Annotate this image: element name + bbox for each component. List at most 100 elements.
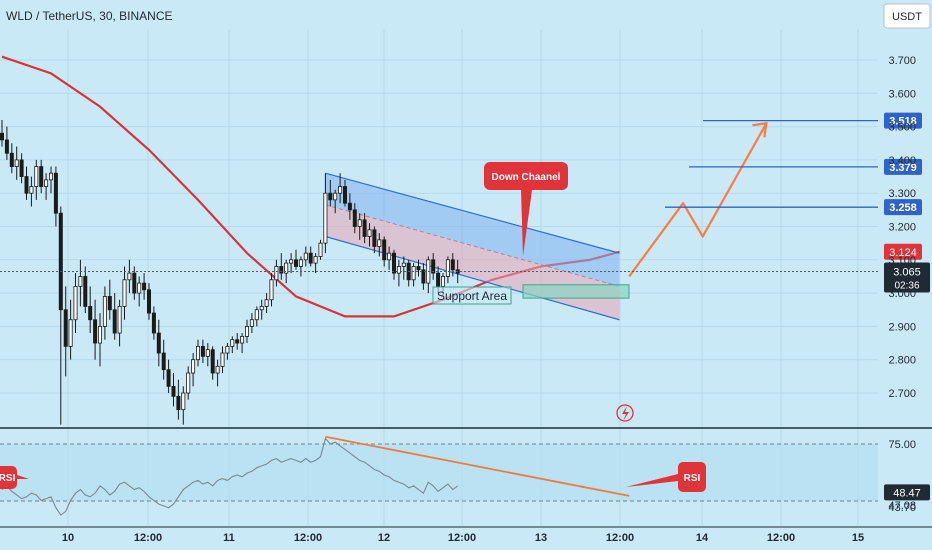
- candle-body: [244, 325, 249, 337]
- candle-body: [98, 325, 103, 344]
- candle-body: [357, 219, 362, 227]
- candle-body: [391, 252, 396, 274]
- candle: [249, 313, 254, 334]
- candle-body: [387, 252, 392, 261]
- candle: [9, 143, 14, 174]
- candle-body: [289, 259, 294, 264]
- ma-value-label: 3.124: [889, 247, 917, 259]
- ma-value-tag: [884, 243, 922, 260]
- rsi-y-tick-label: 75.00: [888, 439, 916, 451]
- candle-body: [39, 166, 44, 187]
- candle-body: [122, 279, 127, 307]
- candle-body: [29, 186, 34, 194]
- candle: [298, 256, 303, 277]
- candle-body: [382, 239, 387, 261]
- axis-layer: 3.700 3.600 3.500 3.400 3.300 3.200 3.100 3.000…: [0, 55, 932, 544]
- candle: [391, 249, 396, 280]
- candle: [73, 273, 78, 334]
- candle-body: [431, 259, 436, 274]
- candle-body: [421, 269, 426, 284]
- candle: [382, 236, 387, 267]
- rsi-legend-tag: [0, 466, 29, 489]
- candle: [215, 359, 220, 387]
- candle: [240, 333, 245, 354]
- candle-body: [318, 242, 323, 257]
- candle-body: [171, 385, 176, 397]
- candle-body: [0, 132, 4, 141]
- currency-button[interactable]: USDT: [883, 3, 931, 29]
- candle-body: [411, 266, 416, 281]
- y-tick-label: 3.000: [888, 288, 916, 300]
- candle-body: [225, 345, 230, 354]
- current-price-tag: [884, 262, 930, 293]
- candle-body: [210, 349, 215, 374]
- candle: [181, 386, 186, 425]
- candle-body: [372, 229, 377, 247]
- support-area-box: [522, 284, 630, 299]
- candle: [323, 173, 328, 254]
- x-tick-label: 15: [852, 532, 864, 544]
- candle-body: [176, 395, 181, 411]
- candle: [210, 346, 215, 380]
- candle-body: [308, 252, 313, 264]
- candle: [352, 203, 357, 234]
- candle-body: [73, 286, 78, 321]
- down-channel-callout: [484, 162, 568, 256]
- candle-body: [313, 256, 318, 264]
- candle-body: [293, 259, 298, 267]
- candle-body: [436, 272, 441, 287]
- candle-body: [186, 372, 191, 394]
- candle-body: [24, 176, 29, 194]
- target-level-tag: [884, 199, 922, 216]
- candle: [445, 256, 450, 284]
- y-tick-label: 3.700: [888, 55, 916, 67]
- candle-body: [205, 349, 210, 357]
- candle: [122, 266, 127, 320]
- candle: [49, 166, 54, 194]
- rsi-value-label: 48.47: [893, 487, 921, 499]
- x-tick-label: 12:00: [294, 532, 322, 544]
- candle: [78, 259, 83, 307]
- projection-arrowhead: [752, 121, 768, 138]
- candle: [416, 259, 421, 277]
- countdown-label: 02:36: [894, 280, 919, 291]
- candle-body: [377, 239, 382, 247]
- candle: [274, 259, 279, 287]
- candle: [362, 213, 367, 244]
- candle-body: [83, 276, 88, 307]
- down-channel-label: Down Chaanel: [492, 172, 561, 183]
- candle: [98, 313, 103, 367]
- candle-body: [58, 212, 63, 311]
- candle: [244, 319, 249, 344]
- candle: [328, 179, 333, 207]
- rsi-callout: [626, 462, 706, 492]
- candle: [4, 126, 9, 160]
- rsi-band: [0, 444, 878, 501]
- candle-body: [445, 259, 450, 277]
- candle-body: [274, 266, 279, 281]
- candle: [132, 266, 137, 300]
- rsi-trend-line: [325, 435, 630, 497]
- candle: [112, 293, 117, 340]
- candle-body: [195, 345, 200, 361]
- candle-body: [240, 335, 245, 344]
- candle-body: [338, 186, 343, 194]
- candle-body: [323, 192, 328, 244]
- candle: [34, 159, 39, 200]
- y-tick-label: 3.600: [888, 88, 916, 100]
- candle-body: [347, 202, 352, 211]
- candle: [29, 176, 34, 207]
- candle: [200, 339, 205, 364]
- x-tick-label: 12:00: [448, 532, 476, 544]
- candle: [14, 146, 19, 180]
- candle: [450, 253, 455, 277]
- y-tick-label: 2.800: [888, 355, 916, 367]
- candle-body: [137, 282, 142, 294]
- candle-body: [220, 352, 225, 367]
- x-tick-label: 14: [696, 532, 709, 544]
- projection-path: [628, 122, 768, 278]
- candle: [44, 173, 49, 200]
- candle: [372, 226, 377, 254]
- candle: [127, 259, 132, 294]
